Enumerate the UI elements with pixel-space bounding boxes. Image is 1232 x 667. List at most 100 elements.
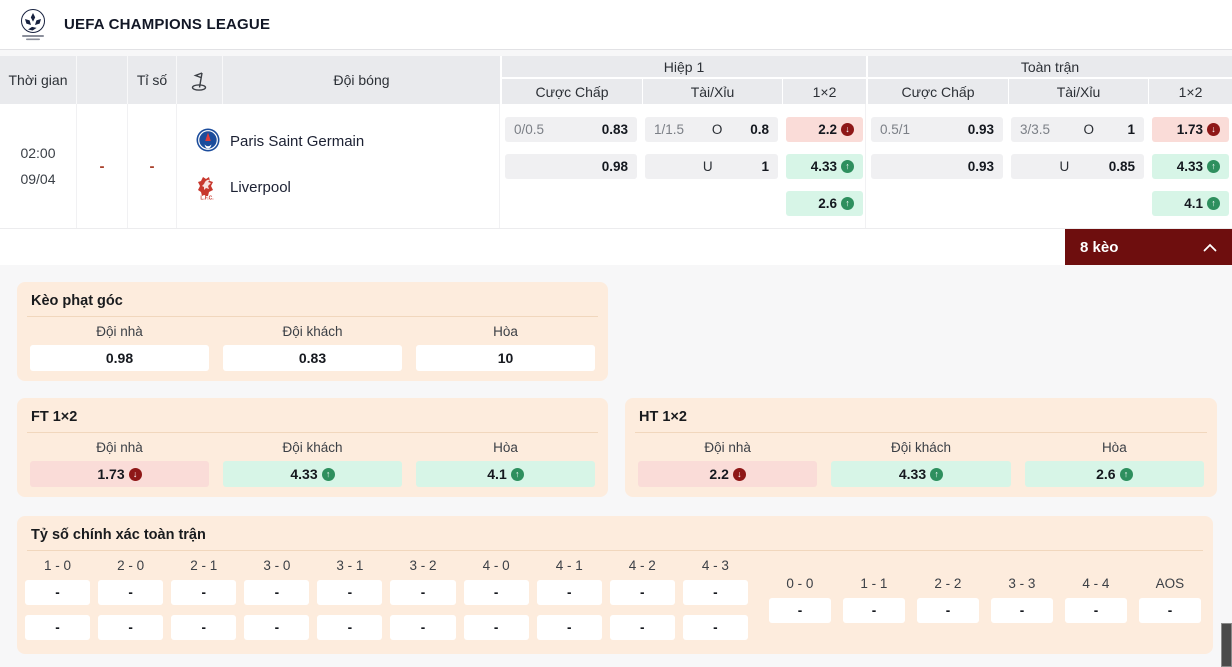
draw-scores-group: 0 - 0 - 1 - 1 - 2 - 2 - 3 - 3 - 4 - 4 [768, 576, 1213, 623]
score-odds[interactable]: - [25, 615, 91, 640]
score-odds[interactable]: - [609, 580, 675, 605]
ht-away-label: Đội khách [890, 440, 952, 455]
score-col-4-0: 4 - 0 - - [463, 558, 529, 640]
kickoff-time: 02:00 [20, 145, 56, 161]
odds-group-half1: 0/0.5 0.83 0.98 1/1.5 O 0.8 U 1 [500, 104, 866, 228]
score-col-4-4: 4 - 4 - [1064, 576, 1127, 623]
score-odds[interactable]: - [463, 580, 529, 605]
h1-1x2-draw[interactable]: 2.6 ↑ [786, 191, 863, 216]
score-odds[interactable]: - [98, 615, 164, 640]
scrollbar-thumb[interactable] [1221, 623, 1232, 667]
match-time: 02:00 09/04 [0, 104, 77, 228]
header-ft-handicap: Cược Chấp [868, 79, 1008, 104]
score-odds[interactable]: - [609, 615, 675, 640]
score-odds[interactable]: - [536, 615, 602, 640]
corner-away-odds[interactable]: 0.83 [223, 345, 402, 371]
h1-handicap-home[interactable]: 0/0.5 0.83 [505, 117, 637, 142]
column-header-score: Tỉ số [128, 56, 177, 104]
score-odds[interactable]: - [536, 580, 602, 605]
score-col-2-1: 2 - 1 - - [171, 558, 237, 640]
score-odds[interactable]: - [682, 615, 748, 640]
score-col-1-1: 1 - 1 - [842, 576, 905, 623]
score-col-2-2: 2 - 2 - [916, 576, 979, 623]
ft-1x2-home[interactable]: 1.73 ↓ [1152, 117, 1229, 142]
ht-away-odds[interactable]: 4.33 ↑ [831, 461, 1011, 487]
score-odds[interactable]: - [25, 580, 91, 605]
ft-handicap-away[interactable]: 0.93 [871, 154, 1003, 179]
score-odds[interactable]: - [1138, 598, 1201, 623]
score-home: - [77, 104, 128, 228]
home-team[interactable]: Paris Saint Germain [196, 128, 499, 154]
correct-score-panel: Tỷ số chính xác toàn trận 1 - 0 - - 2 - … [17, 516, 1213, 654]
odds-group-fulltime: 0.5/1 0.93 0.93 3/3.5 O 1 U 0.85 [866, 104, 1232, 228]
corner-odds-panel: Kèo phạt góc Đội nhà 0.98 Đội khách 0.83… [17, 282, 608, 381]
score-odds[interactable]: - [682, 580, 748, 605]
ht-home-label: Đội nhà [704, 440, 751, 455]
ht-1x2-panel: HT 1×2 Đội nhà 2.2 ↓ Đội khách 4.33 ↑ Hò… [625, 398, 1217, 497]
h1-under[interactable]: U 1 [645, 154, 778, 179]
score-odds[interactable]: - [463, 615, 529, 640]
more-bets-button[interactable]: 8 kèo [1065, 229, 1232, 265]
odds-down-icon: ↓ [1207, 123, 1220, 136]
odds-cells: 0/0.5 0.83 0.98 1/1.5 O 0.8 U 1 [500, 104, 1232, 228]
h1-over[interactable]: 1/1.5 O 0.8 [645, 117, 778, 142]
score-odds[interactable]: - [244, 580, 310, 605]
corner-home-label: Đội nhà [96, 324, 143, 339]
ft-1x2-away[interactable]: 4.33 ↑ [1152, 154, 1229, 179]
ft-under[interactable]: U 0.85 [1011, 154, 1144, 179]
score-odds[interactable]: - [244, 615, 310, 640]
ft-1x2-panel: FT 1×2 Đội nhà 1.73 ↓ Đội khách 4.33 ↑ H… [17, 398, 608, 497]
ft-away-odds[interactable]: 4.33 ↑ [223, 461, 402, 487]
ht-panel-title: HT 1×2 [639, 409, 687, 425]
teams-cell: Paris Saint Germain L.F.C. Liverpool [177, 104, 500, 228]
svg-text:L.F.C.: L.F.C. [200, 196, 214, 201]
column-header-team: Đội bóng [333, 72, 390, 88]
ft-away-label: Đội khách [282, 440, 343, 455]
ht-home-odds[interactable]: 2.2 ↓ [638, 461, 818, 487]
score-col-0-0: 0 - 0 - [768, 576, 831, 623]
h1-1x2-home[interactable]: 2.2 ↓ [786, 117, 863, 142]
ht-draw-odds[interactable]: 2.6 ↑ [1024, 461, 1204, 487]
score-odds[interactable]: - [317, 615, 383, 640]
score-odds[interactable]: - [390, 615, 456, 640]
score-col-4-2: 4 - 2 - - [609, 558, 675, 640]
score-odds[interactable]: - [171, 580, 237, 605]
kickoff-date: 09/04 [20, 171, 56, 187]
ft-draw-odds[interactable]: 4.1 ↑ [416, 461, 595, 487]
divider [27, 432, 598, 433]
score-odds[interactable]: - [916, 598, 979, 623]
score-odds[interactable]: - [171, 615, 237, 640]
score-col-4-3: 4 - 3 - - [682, 558, 748, 640]
divider [635, 432, 1207, 433]
ft-home-label: Đội nhà [96, 440, 143, 455]
score-odds[interactable]: - [98, 580, 164, 605]
score-odds[interactable]: - [317, 580, 383, 605]
h1-handicap-away[interactable]: 0.98 [505, 154, 637, 179]
score-odds[interactable]: - [390, 580, 456, 605]
ft-home-odds[interactable]: 1.73 ↓ [30, 461, 209, 487]
score-odds[interactable]: - [1064, 598, 1127, 623]
score-col-aos: AOS - [1138, 576, 1201, 623]
header-ft-over-under: Tài/Xỉu [1008, 79, 1148, 104]
ft-1x2-draw[interactable]: 4.1 ↑ [1152, 191, 1229, 216]
header-h1-1x2: 1×2 [782, 79, 866, 104]
home-team-name: Paris Saint Germain [230, 132, 365, 150]
divider [27, 550, 1203, 551]
ft-draw-label: Hòa [493, 440, 518, 455]
corner-draw-odds[interactable]: 10 [416, 345, 595, 371]
h1-1x2-away[interactable]: 4.33 ↑ [786, 154, 863, 179]
away-team-name: Liverpool [230, 178, 291, 196]
header-group-half1: Hiệp 1 Cược Chấp Tài/Xỉu 1×2 [500, 56, 866, 104]
uefa-champions-league-logo [17, 8, 49, 42]
ft-over[interactable]: 3/3.5 O 1 [1011, 117, 1144, 142]
corner-home-odds[interactable]: 0.98 [30, 345, 209, 371]
odds-up-icon: ↑ [1119, 467, 1133, 481]
score-odds[interactable]: - [768, 598, 831, 623]
league-title: UEFA CHAMPIONS LEAGUE [64, 16, 271, 33]
score-odds[interactable]: - [990, 598, 1053, 623]
score-odds[interactable]: - [842, 598, 905, 623]
away-team[interactable]: L.F.C. Liverpool [196, 174, 499, 202]
ft-handicap-home[interactable]: 0.5/1 0.93 [871, 117, 1003, 142]
header-fulltime: Toàn trận [868, 56, 1232, 79]
corner-draw-label: Hòa [493, 324, 518, 339]
